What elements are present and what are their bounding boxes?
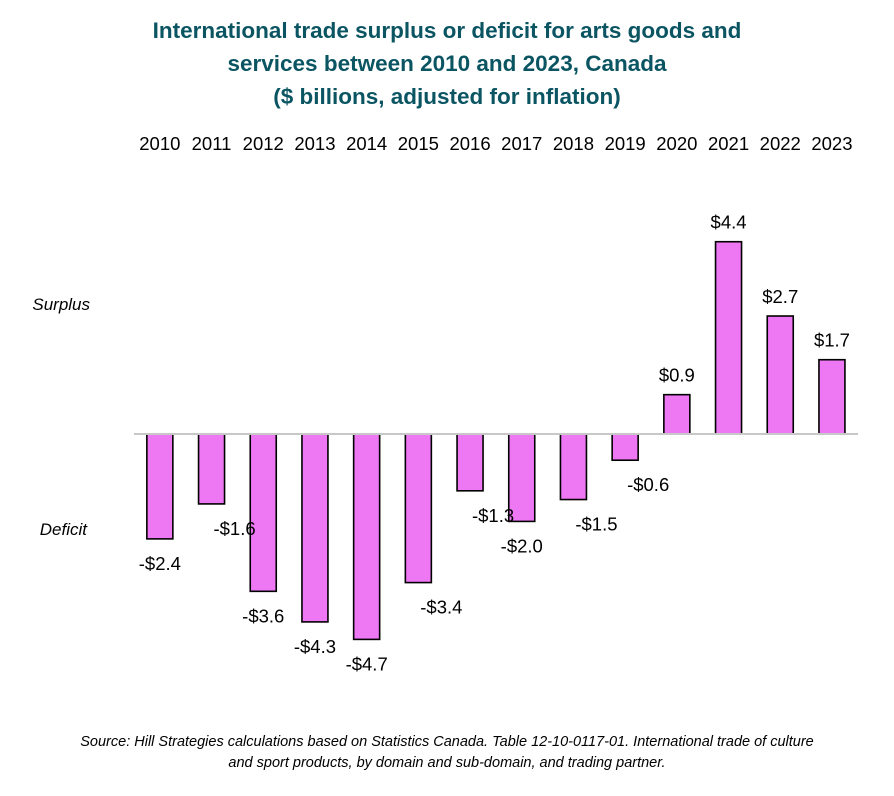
category-label-2018: 2018 — [553, 133, 594, 154]
data-label-2014: -$4.7 — [346, 653, 388, 674]
bar-2019 — [611, 433, 639, 462]
bar-2020 — [663, 393, 691, 435]
bar-2012 — [249, 433, 278, 593]
category-axis-labels: 2010 2011 2012 2013 2014 2015 2016 2017 2018 2019… — [139, 133, 852, 154]
source-line-2: and sport products, by domain and sub-do… — [228, 755, 666, 771]
category-label-2014: 2014 — [346, 133, 387, 154]
bar-series — [146, 240, 846, 641]
source-note: Source: Hill Strategies calculations bas… — [10, 732, 884, 774]
bar-2010 — [146, 433, 174, 540]
bar-2014 — [352, 433, 381, 641]
data-label-2019: -$0.6 — [627, 474, 669, 495]
category-label-2012: 2012 — [243, 133, 284, 154]
category-label-2019: 2019 — [605, 133, 646, 154]
data-label-2018: -$1.5 — [575, 514, 617, 535]
source-line-1: Source: Hill Strategies calculations bas… — [80, 734, 814, 750]
bar-2016 — [456, 433, 484, 492]
category-label-2015: 2015 — [398, 133, 439, 154]
chart-title-line-2: services between 2010 and 2023, Canada — [227, 51, 667, 76]
category-label-2013: 2013 — [294, 133, 335, 154]
chart-title-line-1: International trade surplus or deficit f… — [152, 18, 742, 43]
category-label-2011: 2011 — [192, 133, 232, 154]
deficit-label: Deficit — [40, 520, 89, 539]
category-label-2016: 2016 — [449, 133, 490, 154]
data-label-2012: -$3.6 — [242, 605, 284, 626]
category-label-2021: 2021 — [708, 133, 749, 154]
surplus-label: Surplus — [32, 295, 90, 314]
data-label-2011: -$1.6 — [213, 518, 255, 539]
bar-2022 — [766, 315, 795, 435]
chart-title-line-3: ($ billions, adjusted for inflation) — [273, 84, 621, 109]
data-label-2023: $1.7 — [814, 330, 850, 351]
data-label-2013: -$4.3 — [294, 636, 336, 657]
chart-title: International trade surplus or deficit f… — [0, 14, 894, 113]
data-label-2015: -$3.4 — [420, 597, 462, 618]
category-label-2023: 2023 — [811, 133, 852, 154]
bar-2011 — [197, 433, 226, 505]
bar-2013 — [301, 433, 329, 623]
data-label-2021: $4.4 — [711, 212, 747, 233]
category-label-2010: 2010 — [139, 133, 180, 154]
bar-2023 — [818, 358, 846, 435]
data-label-2020: $0.9 — [659, 365, 695, 386]
data-label-2022: $2.7 — [762, 286, 798, 307]
bar-2015 — [404, 433, 433, 584]
bar-2021 — [714, 240, 743, 435]
category-label-2020: 2020 — [656, 133, 697, 154]
data-label-2010: -$2.4 — [139, 553, 181, 574]
data-label-2017: -$2.0 — [501, 535, 543, 556]
category-label-2022: 2022 — [760, 133, 801, 154]
data-labels: -$2.4 -$1.6 -$3.6 -$4.3 -$4.7 -$3.4 -$1.3 -$2.0… — [139, 212, 850, 675]
data-label-2016: -$1.3 — [472, 505, 514, 526]
category-label-2017: 2017 — [501, 133, 542, 154]
bar-2018 — [559, 433, 588, 501]
